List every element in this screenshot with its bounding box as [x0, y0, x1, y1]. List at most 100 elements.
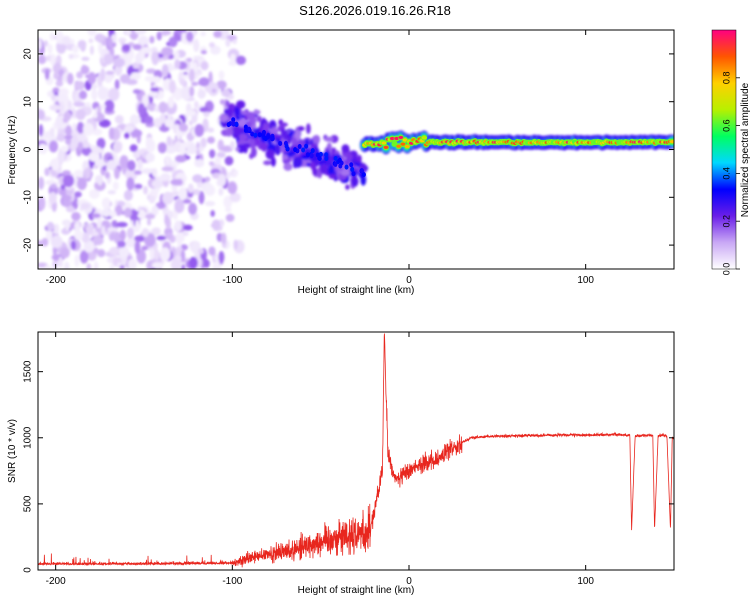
heatmap-cell [124, 169, 137, 180]
heatmap-cell [174, 199, 185, 214]
heatmap-cell [121, 44, 131, 52]
heatmap-cell [130, 129, 143, 138]
heatmap-cell [173, 50, 180, 61]
heatmap-cell [141, 168, 153, 175]
heatmap-cell [114, 167, 120, 180]
heatmap-cell [105, 70, 115, 75]
heatmap-cell [270, 136, 275, 142]
spectrogram-x-ticks: -200 -100 0 100 [46, 30, 594, 286]
heatmap-cell [132, 89, 141, 94]
heatmap-cell [137, 103, 146, 116]
heatmap-cell [174, 220, 182, 232]
heatmap-cell [67, 72, 74, 85]
heatmap-cell [127, 160, 136, 171]
heatmap-cell [166, 135, 172, 147]
heatmap-cell [156, 235, 167, 241]
heatmap-cell [161, 166, 174, 172]
heatmap-cell [80, 65, 90, 75]
colorbar-tick-label: 0.8 [721, 72, 731, 85]
heatmap-cell [283, 162, 293, 171]
heatmap-cell [669, 140, 674, 144]
heatmap-cell [396, 144, 402, 148]
heatmap-cell [58, 256, 63, 268]
heatmap-cell [63, 111, 72, 122]
heatmap-cell [93, 247, 99, 254]
heatmap-cell [256, 115, 262, 123]
heatmap-cell [76, 71, 84, 79]
heatmap-cell [49, 104, 61, 111]
heatmap-cell [134, 183, 143, 190]
heatmap-cell [139, 50, 146, 61]
heatmap-cell [145, 213, 156, 220]
heatmap-cell [147, 102, 157, 112]
heatmap-cell [112, 181, 119, 191]
heatmap-cell [191, 81, 199, 86]
heatmap-cell [210, 210, 215, 217]
heatmap-cell [186, 110, 196, 117]
x-tick-label: 0 [406, 576, 412, 587]
heatmap-cell [319, 163, 328, 175]
colorbar-tick-label: 0.6 [721, 119, 731, 132]
heatmap-cell [297, 143, 302, 149]
heatmap-cell [204, 184, 216, 196]
heatmap-cell [56, 133, 66, 142]
heatmap-cell [225, 207, 232, 213]
heatmap-cell [138, 209, 145, 214]
heatmap-cell [81, 232, 90, 243]
heatmap-cell [65, 190, 75, 195]
y-tick-label: 20 [23, 48, 34, 60]
heatmap-cell [243, 127, 248, 133]
heatmap-cell [80, 202, 91, 210]
heatmap-cell [50, 54, 56, 66]
heatmap-cell [210, 45, 221, 55]
heatmap-cell [41, 237, 49, 247]
heatmap-cell [257, 132, 262, 138]
y-tick-label: -20 [23, 237, 34, 252]
heatmap-cell [181, 32, 186, 44]
heatmap-cell [193, 38, 200, 53]
heatmap-cell [234, 121, 239, 127]
heatmap-cell [361, 172, 366, 178]
heatmap-cell [106, 159, 117, 170]
heatmap-cell [62, 170, 71, 176]
heatmap-cell [193, 100, 199, 109]
heatmap-cell [186, 57, 193, 63]
heatmap-cell [197, 248, 204, 254]
heatmap-cell [159, 247, 171, 262]
heatmap-cell [194, 124, 205, 137]
heatmap-cell [230, 53, 237, 63]
heatmap-cell [134, 170, 142, 175]
heatmap-cell [126, 227, 134, 239]
heatmap-cell [141, 245, 149, 251]
colorbar-label: Normalized spectral amplitude [740, 82, 750, 217]
heatmap-cell [91, 83, 98, 90]
snr-y-label: SNR (10 * v/v) [7, 419, 18, 483]
y-tick-label: 500 [23, 495, 34, 512]
heatmap-cell [132, 44, 142, 51]
heatmap-cell [235, 55, 247, 66]
heatmap-cell [240, 110, 248, 116]
heatmap-cell [76, 177, 87, 191]
heatmap-cell [130, 72, 141, 81]
heatmap-cell [125, 79, 138, 85]
heatmap-cell [151, 261, 164, 269]
heatmap-cell [404, 144, 410, 149]
heatmap-cell [136, 159, 143, 171]
heatmap-cell [116, 221, 128, 228]
heatmap-cell [124, 30, 132, 35]
heatmap-cell [337, 157, 342, 163]
heatmap-cell [94, 174, 104, 184]
heatmap-cell [198, 77, 210, 87]
snr-x-label: Height of straight line (km) [298, 585, 415, 596]
heatmap-cell [327, 164, 335, 176]
heatmap-cell [421, 136, 427, 140]
heatmap-cell [76, 121, 85, 134]
heatmap-cell [324, 152, 329, 158]
heatmap-cell [90, 242, 95, 251]
heatmap-cell [98, 119, 111, 128]
heatmap-cell [103, 53, 114, 65]
heatmap-cell [71, 45, 79, 53]
heatmap-cell [236, 144, 246, 154]
colorbar-ticks: 0.0 0.2 0.4 0.6 0.8 [721, 72, 740, 275]
heatmap-cell [91, 213, 101, 219]
